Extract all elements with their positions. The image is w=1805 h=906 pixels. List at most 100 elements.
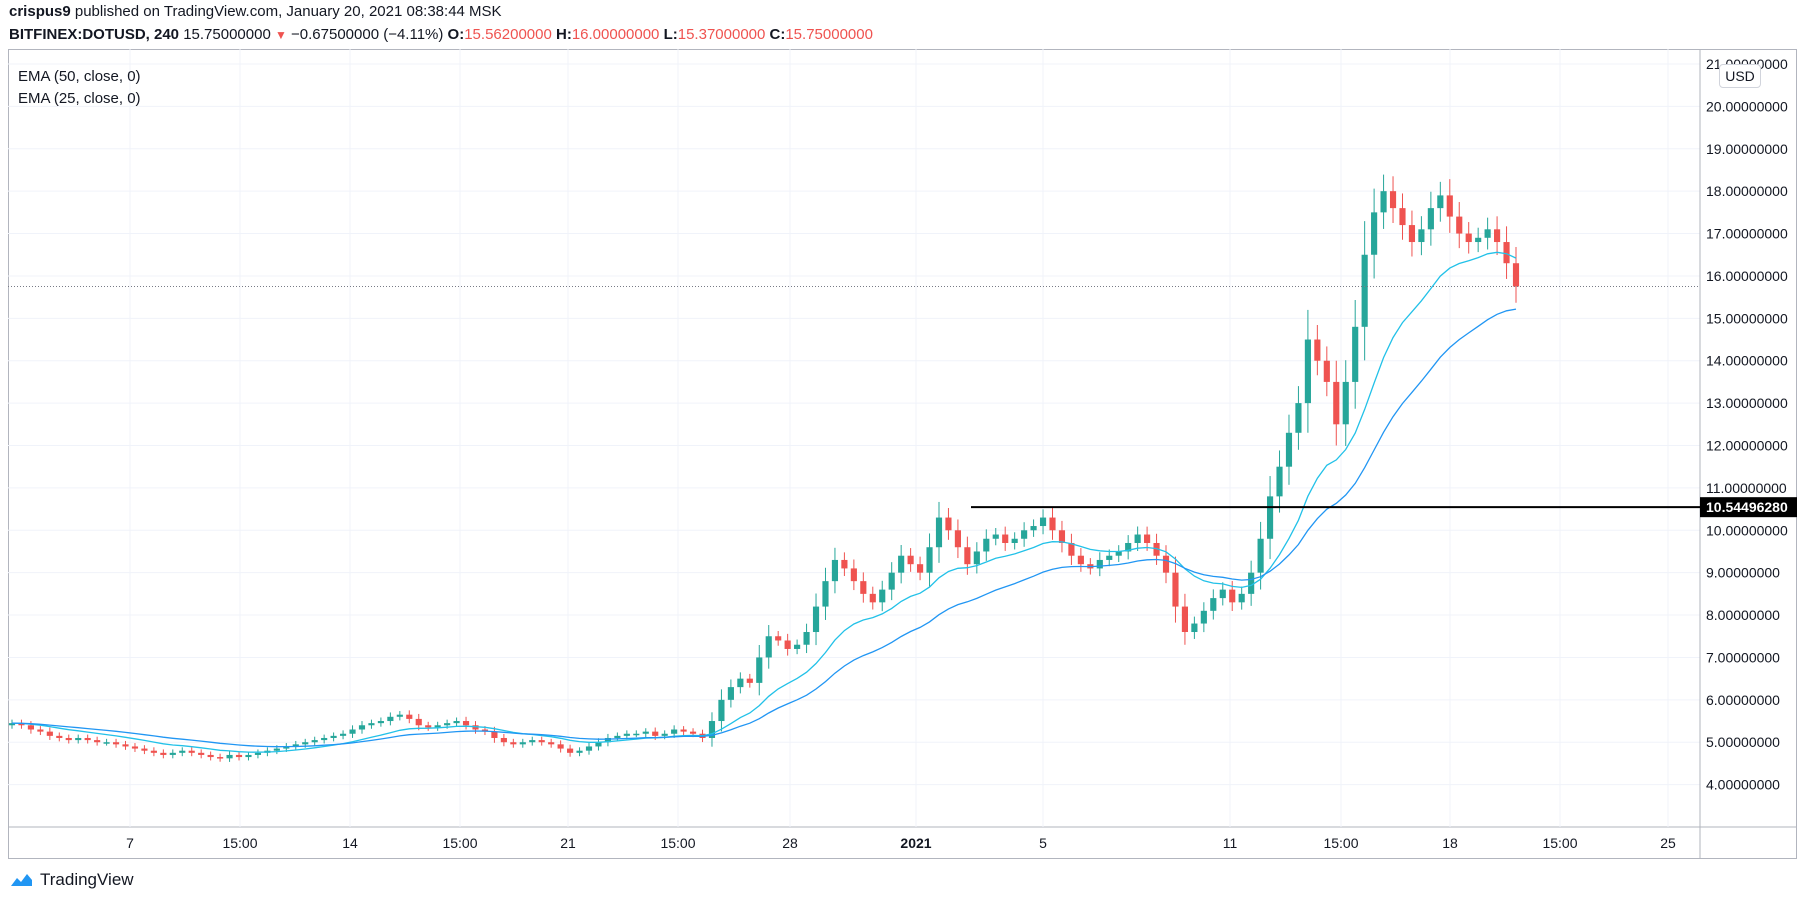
candle-body	[273, 748, 280, 751]
candle-body	[746, 678, 753, 683]
y-tick-label: 7.00000000	[1706, 649, 1780, 665]
open-label: O:	[447, 26, 465, 43]
candle-body	[1427, 208, 1434, 230]
low-value: 15.37000000	[677, 26, 766, 43]
candle-body	[217, 757, 224, 759]
x-tick-label: 15:00	[222, 835, 257, 851]
close-value: 15.75000000	[785, 26, 873, 43]
candle-body	[377, 721, 384, 724]
ema-50-line	[11, 308, 1517, 748]
candle-body	[235, 754, 243, 758]
candle-body	[1418, 229, 1425, 243]
candle-body	[964, 547, 971, 565]
candle-body	[869, 593, 876, 603]
candle-body	[1285, 432, 1293, 467]
published-text: published on TradingView.com, January 20…	[74, 3, 502, 20]
resistance-price-tag	[1700, 497, 1797, 518]
candle-body	[1134, 534, 1141, 543]
candle-body	[1191, 623, 1198, 633]
candle-body	[642, 731, 649, 734]
chart-header-publish-line: crispus9 published on TradingView.com, J…	[9, 3, 502, 20]
candle-body	[1039, 517, 1047, 527]
candle-body	[453, 721, 460, 724]
y-tick-label: 11.00000000	[1706, 480, 1787, 496]
x-tick-label: 2021	[900, 835, 931, 851]
candle-body	[718, 699, 725, 722]
candle-body	[27, 725, 34, 730]
y-tick-label: 18.00000000	[1706, 183, 1788, 199]
candle-body	[198, 752, 205, 755]
ema-25-legend[interactable]: EMA (25, close, 0)	[18, 90, 141, 107]
price-chart[interactable]: 4.00000000 5.00000000 6.00000000 7.00000000…	[8, 49, 1797, 859]
candle-body	[954, 530, 961, 548]
candle-body	[529, 740, 536, 743]
candle-body	[37, 729, 44, 732]
candle-body	[1304, 339, 1311, 404]
candle-body	[150, 750, 157, 753]
candle-body	[945, 517, 952, 531]
candle-body	[472, 725, 479, 730]
candle-body	[434, 725, 441, 728]
candle-body	[1314, 339, 1321, 361]
y-tick-label: 15.00000000	[1706, 310, 1788, 326]
candle-body	[1389, 191, 1397, 209]
candle-body	[245, 754, 252, 758]
last-price: 15.75000000	[183, 26, 271, 43]
candle-body	[169, 752, 176, 755]
candle-body	[131, 746, 139, 749]
candle-body	[510, 742, 517, 745]
candle-body	[415, 718, 422, 726]
y-tick-label: 9.00000000	[1706, 565, 1780, 581]
ema-50-legend[interactable]: EMA (50, close, 0)	[18, 68, 141, 85]
candle-body	[1049, 517, 1056, 531]
y-tick-label: 16.00000000	[1706, 268, 1788, 284]
symbol-label: BITFINEX:DOTUSD, 240	[9, 26, 180, 43]
x-tick-label: 15:00	[1323, 835, 1358, 851]
candle-body	[1276, 466, 1283, 497]
candle-body	[775, 636, 782, 641]
candle-body	[708, 721, 716, 738]
candle-body	[623, 733, 630, 736]
candle-body	[1162, 555, 1170, 573]
candle-body	[84, 737, 91, 741]
candle-body	[1144, 534, 1151, 543]
ema-25-line	[11, 251, 1517, 753]
candle-body	[1465, 233, 1472, 243]
tradingview-logo[interactable]: TradingView	[8, 870, 134, 890]
candle-body	[1361, 254, 1368, 327]
candle-body	[765, 636, 772, 658]
candle-body	[680, 729, 687, 732]
author-name[interactable]: crispus9	[9, 3, 71, 20]
candle-body	[689, 731, 697, 734]
candle-body	[94, 740, 101, 743]
candle-body	[1295, 403, 1302, 433]
candle-body	[983, 538, 990, 552]
candle-body	[1494, 229, 1501, 243]
candle-body	[368, 723, 375, 726]
candle-body	[831, 559, 839, 582]
candle-body	[898, 555, 905, 573]
candle-body	[595, 742, 602, 747]
candle-body	[358, 725, 366, 730]
currency-button[interactable]: USD	[1719, 64, 1761, 88]
candle-body	[737, 678, 744, 688]
low-label: L:	[663, 26, 678, 43]
chart-frame	[8, 49, 1797, 859]
y-tick-label: 17.00000000	[1706, 226, 1788, 242]
candle-body	[1352, 326, 1359, 382]
candle-body	[425, 725, 432, 728]
candle-body	[1172, 572, 1179, 607]
candle-body	[1106, 555, 1113, 560]
candle-body	[567, 748, 574, 753]
candle-body	[1342, 381, 1349, 425]
price-change: −0.67500000 (−4.11%)	[291, 26, 444, 43]
candle-body	[112, 742, 120, 745]
candle-body	[926, 547, 933, 573]
y-tick-label: 20.00000000	[1706, 98, 1788, 114]
candle-body	[188, 750, 195, 753]
candle-body	[406, 714, 413, 719]
x-tick-label: 28	[782, 835, 798, 851]
candle-body	[1408, 225, 1416, 243]
candle-body	[1021, 530, 1028, 539]
candle-body	[1380, 191, 1387, 213]
